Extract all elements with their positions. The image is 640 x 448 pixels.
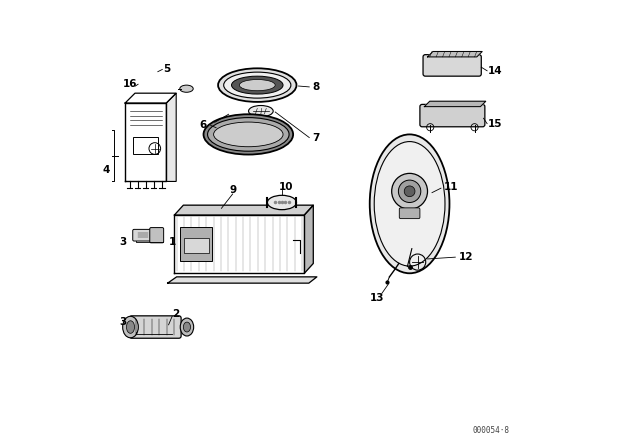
Ellipse shape (207, 118, 289, 151)
Ellipse shape (214, 122, 283, 147)
Ellipse shape (268, 195, 296, 210)
Text: 5: 5 (163, 65, 170, 74)
Polygon shape (428, 52, 482, 57)
FancyBboxPatch shape (420, 104, 485, 127)
Text: 8: 8 (313, 82, 320, 92)
FancyBboxPatch shape (184, 238, 209, 253)
Polygon shape (168, 277, 317, 283)
FancyBboxPatch shape (150, 228, 164, 243)
Text: 14: 14 (488, 66, 502, 76)
Ellipse shape (204, 114, 293, 155)
Ellipse shape (127, 321, 134, 333)
FancyBboxPatch shape (180, 227, 212, 261)
Text: 9: 9 (229, 185, 236, 195)
Text: 1: 1 (168, 237, 176, 247)
Text: 13: 13 (370, 293, 385, 303)
Text: 3: 3 (119, 237, 127, 247)
FancyBboxPatch shape (399, 208, 420, 219)
Ellipse shape (218, 69, 296, 102)
Circle shape (404, 186, 415, 197)
Ellipse shape (224, 72, 291, 98)
Ellipse shape (370, 134, 449, 273)
Ellipse shape (180, 318, 194, 336)
Circle shape (398, 180, 421, 202)
Ellipse shape (180, 85, 193, 92)
Text: 16: 16 (122, 79, 137, 89)
FancyBboxPatch shape (132, 229, 159, 241)
Ellipse shape (232, 76, 283, 94)
Polygon shape (174, 205, 314, 215)
Ellipse shape (123, 316, 138, 338)
Ellipse shape (248, 105, 273, 117)
Circle shape (392, 173, 428, 209)
Text: 000054·8: 000054·8 (472, 426, 509, 435)
Text: 6: 6 (199, 120, 206, 129)
Text: 15: 15 (488, 119, 502, 129)
Text: 12: 12 (458, 252, 473, 262)
Ellipse shape (184, 322, 191, 332)
Ellipse shape (239, 80, 275, 91)
Text: 4: 4 (102, 165, 109, 175)
Polygon shape (166, 93, 176, 181)
Text: 7: 7 (312, 133, 319, 142)
Ellipse shape (374, 142, 445, 266)
Text: 10: 10 (279, 182, 294, 192)
Polygon shape (424, 101, 486, 107)
FancyBboxPatch shape (130, 316, 181, 338)
Polygon shape (305, 205, 314, 273)
Text: 3: 3 (119, 317, 127, 327)
Text: 11: 11 (444, 182, 458, 192)
FancyBboxPatch shape (423, 55, 481, 76)
Text: 2: 2 (172, 309, 179, 319)
